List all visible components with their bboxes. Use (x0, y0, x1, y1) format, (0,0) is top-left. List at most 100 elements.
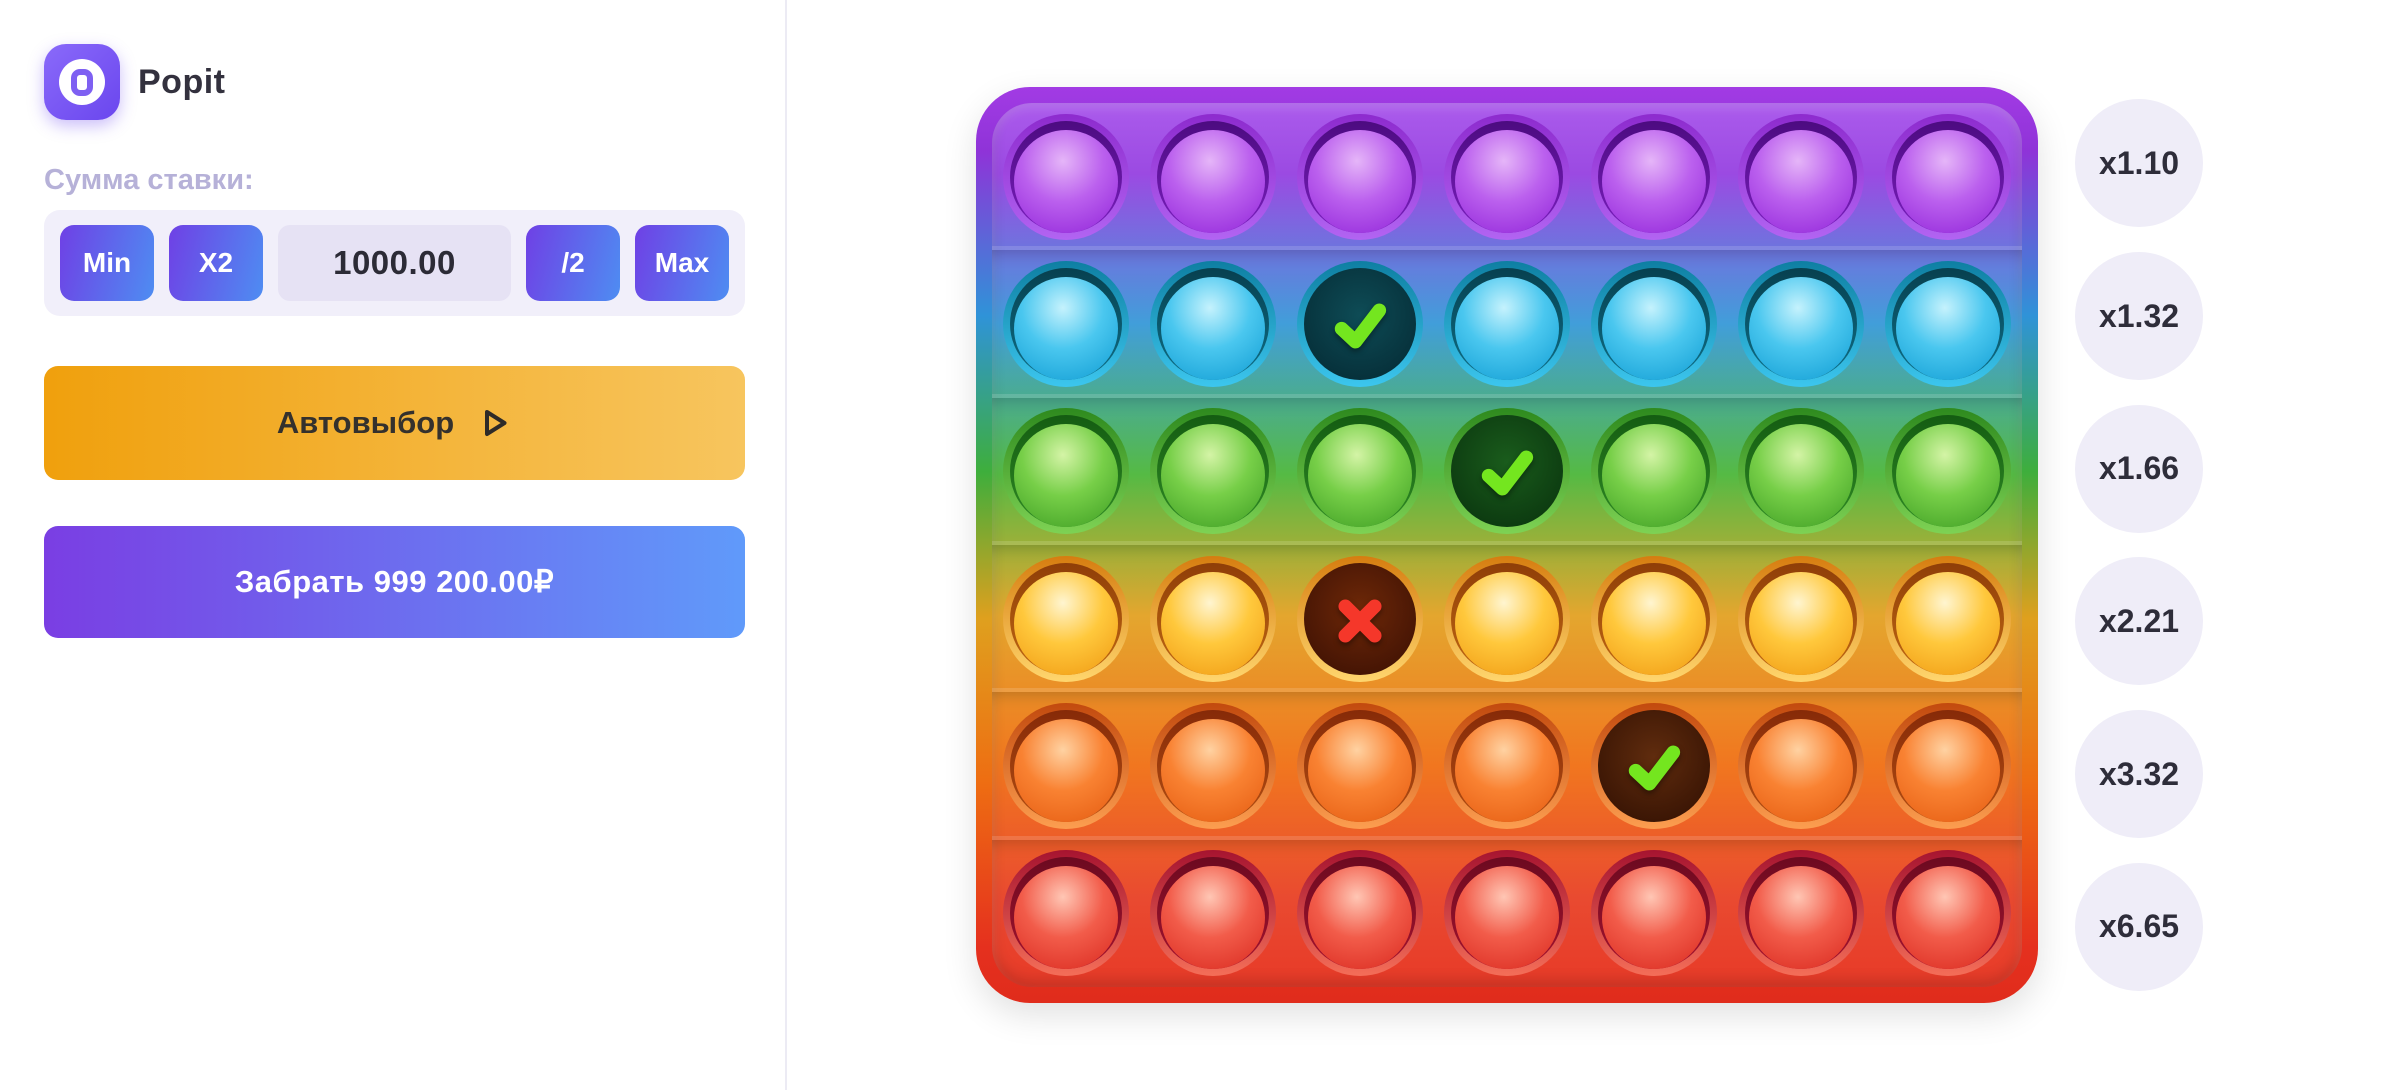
popped-check-orange-5 (1591, 702, 1718, 829)
bubble-ball (1307, 129, 1412, 233)
multiplier-badge-orange: x3.32 (2075, 710, 2203, 839)
bubble-gold-5[interactable] (1591, 555, 1718, 682)
multiplier-slot: x1.32 (2074, 240, 2204, 393)
collect-button[interactable]: Забрать 999 200.00₽ (44, 526, 745, 638)
bubble-green-1[interactable] (1002, 408, 1129, 535)
board-cell (992, 250, 1139, 397)
bubble-ball (1454, 129, 1559, 233)
app-title: Popit (138, 62, 226, 101)
auto-pick-button[interactable]: Автовыбор (44, 366, 745, 480)
bubble-ball (1160, 571, 1265, 675)
bubble-red-6[interactable] (1738, 850, 1865, 977)
bubble-ball (1602, 129, 1707, 233)
bubble-green-2[interactable] (1149, 408, 1276, 535)
bubble-orange-7[interactable] (1885, 702, 2012, 829)
board-cell (1139, 398, 1286, 545)
popit-board (976, 87, 2038, 1003)
bubble-ball (1160, 424, 1265, 528)
board-cell (1875, 250, 2022, 397)
board-cell (1433, 692, 1580, 839)
bubble-red-3[interactable] (1296, 850, 1423, 977)
check-icon (1628, 745, 1681, 791)
board-cell (1286, 840, 1433, 987)
double-bet-button[interactable]: X2 (169, 225, 263, 301)
bubble-ball (1013, 424, 1118, 528)
bubble-red-4[interactable] (1443, 850, 1570, 977)
bubble-ball (1160, 866, 1265, 970)
bubble-purple-2[interactable] (1149, 113, 1276, 240)
bubble-ball (1307, 718, 1412, 822)
bubble-red-1[interactable] (1002, 850, 1129, 977)
bubble-ball (1896, 276, 2001, 380)
bubble-orange-3[interactable] (1296, 702, 1423, 829)
multiplier-slot: x2.21 (2074, 545, 2204, 698)
bubble-cyan-6[interactable] (1738, 260, 1865, 387)
bubble-ball (1749, 718, 1854, 822)
bubble-orange-4[interactable] (1443, 702, 1570, 829)
bubble-red-7[interactable] (1885, 850, 2012, 977)
bubble-ball (1749, 571, 1854, 675)
bubble-ball (1602, 866, 1707, 970)
bet-amount-value[interactable]: 1000.00 (278, 225, 511, 301)
bubble-ball (1749, 129, 1854, 233)
bubble-green-3[interactable] (1296, 408, 1423, 535)
bubble-ball (1896, 866, 2001, 970)
bubble-red-2[interactable] (1149, 850, 1276, 977)
bubble-purple-7[interactable] (1885, 113, 2012, 240)
board-row-red (992, 840, 2022, 987)
bubble-green-7[interactable] (1885, 408, 2012, 535)
bubble-cyan-2[interactable] (1149, 260, 1276, 387)
board-cell (992, 398, 1139, 545)
bubble-purple-1[interactable] (1002, 113, 1129, 240)
logo-ring-glyph (71, 68, 93, 96)
bubble-cyan-4[interactable] (1443, 260, 1570, 387)
bubble-gold-7[interactable] (1885, 555, 2012, 682)
bubble-orange-6[interactable] (1738, 702, 1865, 829)
panel-divider (785, 0, 787, 1090)
bubble-purple-4[interactable] (1443, 113, 1570, 240)
half-bet-button[interactable]: /2 (526, 225, 620, 301)
check-icon (1334, 303, 1386, 349)
board-cell (992, 545, 1139, 692)
bubble-ball (1454, 571, 1559, 675)
max-bet-button[interactable]: Max (635, 225, 729, 301)
multiplier-slot: x1.66 (2074, 392, 2204, 545)
bubble-green-5[interactable] (1591, 408, 1718, 535)
min-bet-button[interactable]: Min (60, 225, 154, 301)
bubble-ball (1454, 866, 1559, 970)
bubble-gold-1[interactable] (1002, 555, 1129, 682)
bubble-purple-3[interactable] (1296, 113, 1423, 240)
bubble-cyan-1[interactable] (1002, 260, 1129, 387)
bubble-purple-5[interactable] (1591, 113, 1718, 240)
board-row-green (992, 398, 2022, 545)
bubble-purple-6[interactable] (1738, 113, 1865, 240)
bubble-gold-2[interactable] (1149, 555, 1276, 682)
bubble-ball (1013, 276, 1118, 380)
bubble-ball (1602, 571, 1707, 675)
bubble-ball (1749, 276, 1854, 380)
board-cell (1433, 103, 1580, 250)
board-cell (1581, 545, 1728, 692)
board-cell (1139, 103, 1286, 250)
bubble-cyan-5[interactable] (1591, 260, 1718, 387)
bubble-cyan-7[interactable] (1885, 260, 2012, 387)
board-cell (1286, 398, 1433, 545)
bubble-ball (1454, 718, 1559, 822)
bubble-ball (1896, 718, 2001, 822)
board-row-purple (992, 103, 2022, 250)
bubble-orange-2[interactable] (1149, 702, 1276, 829)
board-cell (1139, 692, 1286, 839)
bubble-ball (1896, 129, 2001, 233)
board-cell (1581, 398, 1728, 545)
bubble-green-6[interactable] (1738, 408, 1865, 535)
multiplier-badge-green: x1.66 (2075, 404, 2203, 533)
board-cell (1875, 840, 2022, 987)
board-cell (1875, 103, 2022, 250)
logo-inner-circle (59, 59, 105, 105)
check-icon (1481, 450, 1534, 496)
bubble-gold-6[interactable] (1738, 555, 1865, 682)
bubble-gold-4[interactable] (1443, 555, 1570, 682)
bubble-red-5[interactable] (1591, 850, 1718, 977)
bubble-orange-1[interactable] (1002, 702, 1129, 829)
